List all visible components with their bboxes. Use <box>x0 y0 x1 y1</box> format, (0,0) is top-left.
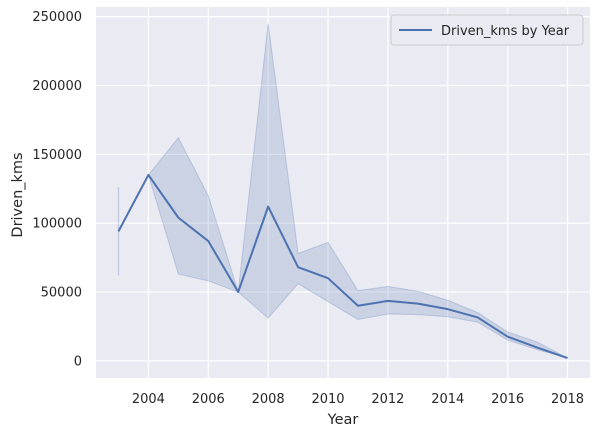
legend: Driven_kms by Year <box>390 14 584 46</box>
x-tick-label: 2004 <box>132 392 165 407</box>
y-tick-label: 50000 <box>41 285 82 300</box>
y-tick-label: 200000 <box>32 79 82 94</box>
y-tick-label: 0 <box>74 354 82 369</box>
x-tick-label: 2012 <box>371 392 404 407</box>
x-tick-label: 2016 <box>491 392 524 407</box>
y-axis-label: Driven_kms <box>10 152 26 237</box>
y-tick-label: 150000 <box>32 148 82 163</box>
series-line <box>117 173 568 359</box>
legend-box <box>390 14 584 46</box>
y-tick-label: 100000 <box>32 217 82 232</box>
x-tick-label: 2010 <box>311 392 344 407</box>
x-tick-label: 2014 <box>431 392 464 407</box>
x-tick-labels: 2004 2006 2008 2010 2012 2014 2016 2018 <box>132 392 584 407</box>
legend-label: Driven_kms by Year <box>441 24 570 39</box>
y-tick-labels: 0 50000 100000 150000 200000 250000 <box>32 10 82 369</box>
chart-marks <box>117 23 568 359</box>
x-tick-label: 2008 <box>252 392 285 407</box>
x-tick-label: 2018 <box>551 392 584 407</box>
y-tick-label: 250000 <box>32 10 82 25</box>
x-axis-label: Year <box>327 412 359 428</box>
x-tick-label: 2006 <box>192 392 225 407</box>
